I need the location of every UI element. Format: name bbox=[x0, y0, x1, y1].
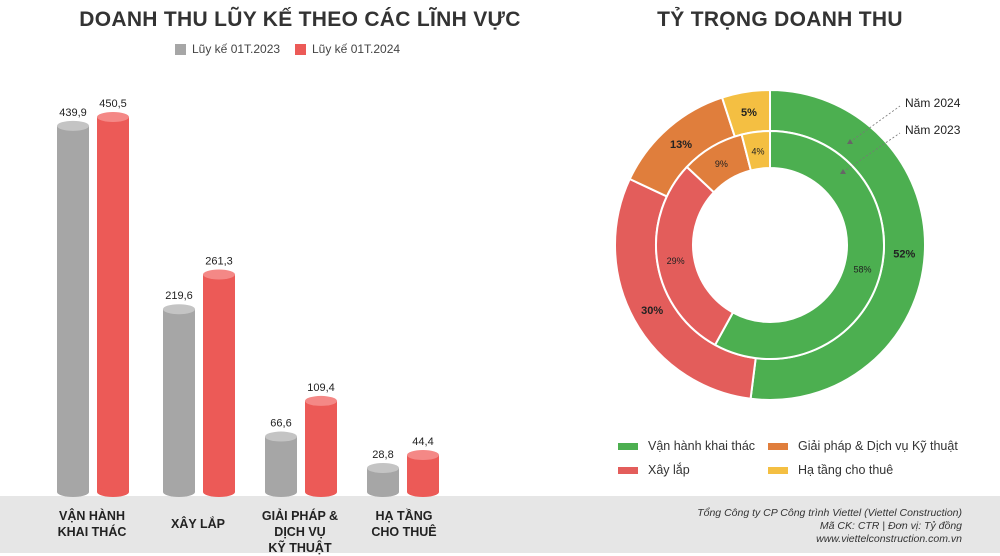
bar-top bbox=[203, 269, 235, 280]
donut-legend-swatch bbox=[768, 466, 788, 474]
bar-top bbox=[163, 304, 195, 315]
inner-ring-slice-label: 58% bbox=[853, 265, 871, 275]
donut-legend-ha-tang: Hạ tầng cho thuê bbox=[768, 463, 893, 477]
outer-ring-slice-label: 30% bbox=[641, 305, 663, 317]
bar-top bbox=[305, 395, 337, 406]
bar-base bbox=[163, 487, 195, 497]
bar-value-label: 28,8 bbox=[372, 449, 393, 461]
bar-2024 bbox=[407, 450, 439, 497]
footer-company: Tổng Công ty CP Công trình Viettel (Viet… bbox=[697, 507, 962, 519]
donut-legend-label: Xây lắp bbox=[648, 463, 690, 477]
category-label-van-hanh: VẬN HÀNH KHAI THÁC bbox=[37, 508, 147, 540]
legend-item-2023: Lũy kế 01T.2023 bbox=[175, 42, 280, 56]
callout-marker-2024 bbox=[847, 139, 853, 144]
category-label-line: DỊCH VỤ bbox=[274, 525, 326, 539]
footer-website: www.viettelconstruction.com.vn bbox=[816, 533, 962, 545]
bar-body bbox=[57, 125, 89, 492]
bar-body bbox=[367, 468, 399, 492]
footer-stock-unit: Mã CK: CTR | Đơn vị: Tỷ đồng bbox=[819, 520, 962, 532]
category-label-giai-phap: GIẢI PHÁP & DỊCH VỤ KỸ THUẬT bbox=[245, 508, 355, 556]
category-label-line: XÂY LẮP bbox=[171, 517, 225, 531]
bar-base bbox=[407, 487, 439, 497]
legend-label-2024: Lũy kế 01T.2024 bbox=[312, 42, 401, 56]
bar-chart: 439,9 450,5 219,6 261,3 66,6 109,4 28,8 44,4 bbox=[57, 98, 439, 497]
bar-value-label: 219,6 bbox=[165, 290, 193, 302]
inner-ring-slice bbox=[713, 129, 885, 360]
outer-ring-slice-label: 52% bbox=[893, 248, 915, 260]
footer-band bbox=[0, 496, 1000, 553]
donut-legend-label: Vận hành khai thác bbox=[648, 439, 756, 453]
bar-base bbox=[97, 487, 129, 497]
category-label-line: KHAI THÁC bbox=[57, 525, 127, 539]
inner-ring-slice bbox=[740, 129, 771, 172]
bar-2024 bbox=[97, 112, 129, 497]
donut-legend-giai-phap: Giải pháp & Dịch vụ Kỹ thuật bbox=[768, 439, 958, 453]
outer-ring-slice-label: 13% bbox=[670, 139, 692, 151]
donut-legend-swatch bbox=[618, 466, 638, 474]
category-label-line: HẠ TẦNG bbox=[375, 509, 433, 523]
bar-2023 bbox=[367, 463, 399, 497]
bar-value-label: 109,4 bbox=[307, 382, 335, 394]
bar-2023 bbox=[57, 120, 89, 497]
bar-base bbox=[367, 487, 399, 497]
bar-base bbox=[57, 487, 89, 497]
bar-base bbox=[265, 487, 297, 497]
bar-body bbox=[305, 400, 337, 492]
bar-top bbox=[407, 450, 439, 461]
inner-ring-slice-label: 9% bbox=[715, 159, 728, 169]
donut-legend-swatch bbox=[768, 442, 788, 450]
bar-value-label: 66,6 bbox=[270, 418, 291, 430]
category-label-line: VẬN HÀNH bbox=[59, 509, 125, 523]
bar-2023 bbox=[265, 431, 297, 497]
outer-ring-slice-label: 5% bbox=[741, 107, 757, 119]
legend-swatch-2024 bbox=[295, 43, 306, 55]
category-label-line: GIẢI PHÁP & bbox=[261, 509, 339, 523]
bar-top bbox=[97, 112, 129, 122]
callout-marker-2023 bbox=[840, 169, 846, 174]
footer-text: Tổng Công ty CP Công trình Viettel (Viet… bbox=[697, 507, 962, 546]
bar-top bbox=[367, 463, 399, 474]
bar-value-label: 44,4 bbox=[412, 436, 433, 448]
callout-line-2023 bbox=[842, 132, 901, 173]
donut-legend-label: Hạ tầng cho thuê bbox=[798, 463, 894, 477]
bar-top bbox=[265, 431, 297, 442]
inner-ring-slice-label: 4% bbox=[752, 146, 765, 156]
ring-label-2023: Năm 2023 bbox=[905, 123, 961, 137]
donut-chart-title: TỶ TRỌNG DOANH THU bbox=[657, 8, 903, 31]
bar-2023 bbox=[163, 304, 195, 497]
bar-base bbox=[305, 487, 337, 497]
inner-ring-slice-label: 29% bbox=[667, 256, 685, 266]
category-label-line: CHO THUÊ bbox=[371, 525, 437, 539]
donut-legend-swatch bbox=[618, 442, 638, 450]
category-label-xay-lap: XÂY LẮP bbox=[143, 516, 253, 532]
donut-chart: 52% 30% 13% 5% 58% 29% 9% 4% Năm 2024 Năm 2023 bbox=[614, 88, 961, 401]
bar-body bbox=[97, 117, 129, 492]
bar-body bbox=[203, 274, 235, 492]
bar-value-label: 261,3 bbox=[205, 255, 233, 267]
bar-body bbox=[265, 436, 297, 492]
donut-legend-van-hanh: Vận hành khai thác bbox=[618, 439, 755, 453]
bar-2024 bbox=[305, 395, 337, 497]
bar-chart-title: DOANH THU LŨY KẾ THEO CÁC LĨNH VỰC bbox=[79, 8, 521, 31]
bar-body bbox=[407, 455, 439, 492]
donut-legend-label: Giải pháp & Dịch vụ Kỹ thuật bbox=[798, 439, 958, 453]
legend-label-2023: Lũy kế 01T.2023 bbox=[192, 42, 281, 56]
category-label-ha-tang: HẠ TẦNG CHO THUÊ bbox=[349, 508, 459, 540]
legend-item-2024: Lũy kế 01T.2024 bbox=[295, 42, 400, 56]
legend-swatch-2023 bbox=[175, 43, 186, 55]
category-label-line: KỸ THUẬT bbox=[268, 541, 332, 555]
bar-value-label: 439,9 bbox=[59, 107, 87, 119]
ring-label-2024: Năm 2024 bbox=[905, 96, 961, 110]
bar-body bbox=[163, 309, 195, 492]
bar-top bbox=[57, 120, 89, 131]
bar-base bbox=[203, 487, 235, 497]
bar-value-label: 450,5 bbox=[99, 98, 127, 110]
bar-2024 bbox=[203, 269, 235, 497]
donut-legend-xay-lap: Xây lắp bbox=[618, 463, 690, 477]
